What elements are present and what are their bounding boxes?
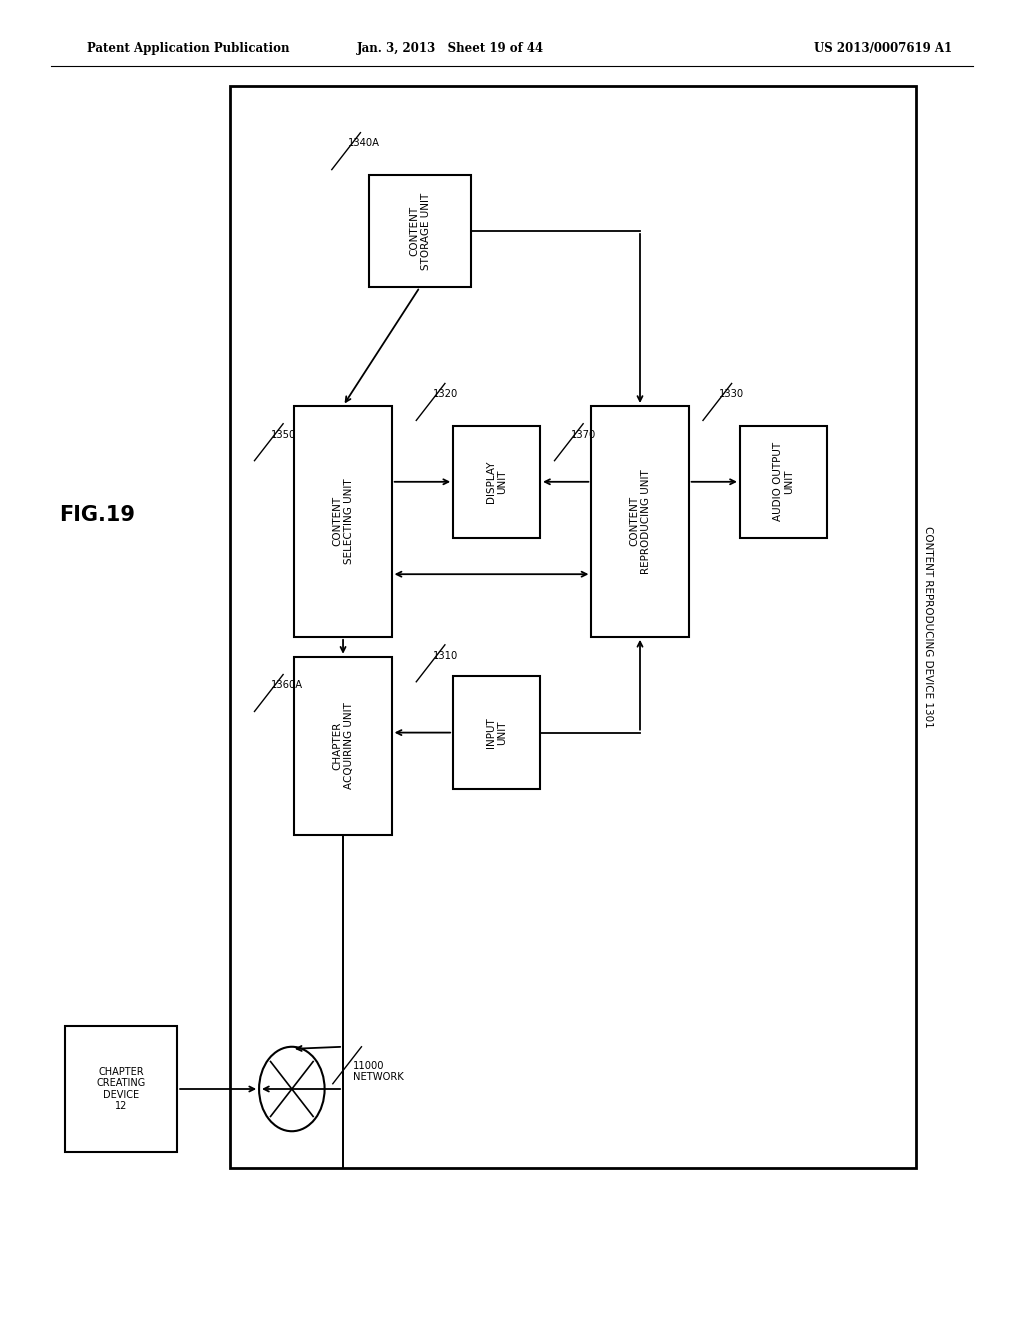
Text: US 2013/0007619 A1: US 2013/0007619 A1	[814, 42, 952, 55]
Text: CONTENT
STORAGE UNIT: CONTENT STORAGE UNIT	[409, 193, 431, 269]
Text: CHAPTER
ACQUIRING UNIT: CHAPTER ACQUIRING UNIT	[332, 702, 354, 789]
Text: INPUT
UNIT: INPUT UNIT	[485, 717, 508, 748]
Bar	[369, 176, 471, 288]
Text: DISPLAY
UNIT: DISPLAY UNIT	[485, 461, 508, 503]
Text: 11000
NETWORK: 11000 NETWORK	[353, 1061, 404, 1082]
Text: CHAPTER
CREATING
DEVICE
12: CHAPTER CREATING DEVICE 12	[96, 1067, 145, 1111]
Text: 1350: 1350	[270, 429, 296, 440]
Text: 1330: 1330	[719, 389, 744, 399]
Text: Patent Application Publication: Patent Application Publication	[87, 42, 290, 55]
Text: FIG.19: FIG.19	[59, 504, 135, 525]
Text: AUDIO OUTPUT
UNIT: AUDIO OUTPUT UNIT	[772, 442, 795, 521]
Bar	[230, 86, 916, 1168]
Text: CONTENT REPRODUCING DEVICE 1301: CONTENT REPRODUCING DEVICE 1301	[923, 527, 933, 727]
Text: CONTENT
REPRODUCING UNIT: CONTENT REPRODUCING UNIT	[629, 469, 651, 574]
Text: 1360A: 1360A	[270, 680, 303, 690]
Bar	[453, 676, 541, 788]
Text: CONTENT
SELECTING UNIT: CONTENT SELECTING UNIT	[332, 479, 354, 564]
Text: 1310: 1310	[432, 651, 458, 660]
Bar	[65, 1027, 177, 1151]
Text: Jan. 3, 2013   Sheet 19 of 44: Jan. 3, 2013 Sheet 19 of 44	[357, 42, 544, 55]
Text: 1320: 1320	[432, 389, 458, 399]
Bar	[295, 407, 392, 638]
Bar	[295, 657, 392, 836]
Bar	[453, 425, 541, 539]
Text: 1370: 1370	[571, 429, 596, 440]
Bar	[739, 425, 827, 539]
Text: 1340A: 1340A	[348, 139, 380, 149]
Bar	[592, 407, 688, 638]
